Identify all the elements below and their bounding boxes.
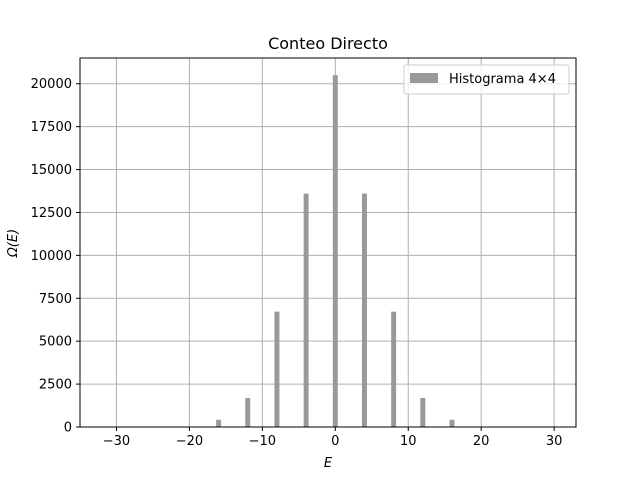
histogram-bar	[216, 419, 222, 427]
y-tick-label: 17500	[31, 120, 72, 135]
y-tick-label: 10000	[31, 249, 72, 264]
x-tick-label: −10	[249, 434, 276, 449]
x-axis: −30 −20 −10 0 10 20 30	[103, 427, 563, 449]
legend-label: Histograma 4×4	[449, 72, 556, 87]
y-tick-label: 0	[64, 421, 72, 436]
x-tick-label: 30	[546, 434, 563, 449]
x-tick-label: −20	[176, 434, 203, 449]
y-tick-label: 7500	[39, 292, 72, 307]
histogram-bar	[245, 397, 251, 427]
legend-box	[403, 64, 570, 95]
legend: Histograma 4×4	[403, 64, 570, 95]
y-axis-label: Ω(E)	[6, 229, 21, 258]
y-tick-label: 20000	[31, 77, 72, 92]
x-tick-label: −30	[103, 434, 130, 449]
histogram-bar	[391, 311, 397, 427]
histogram-bar	[449, 419, 455, 427]
chart-title: Conteo Directo	[268, 34, 388, 53]
plot-area	[80, 58, 576, 427]
x-tick-label: 0	[331, 434, 339, 449]
y-tick-label: 15000	[31, 163, 72, 178]
grid-lines	[80, 58, 576, 428]
histogram-bar	[332, 75, 338, 428]
histogram-bar	[361, 193, 367, 427]
histogram-bar	[303, 193, 309, 427]
x-tick-label: 20	[473, 434, 490, 449]
bars	[216, 75, 455, 428]
legend-swatch	[410, 73, 438, 83]
axes-frame	[79, 57, 577, 428]
histogram-bar	[274, 311, 280, 427]
x-axis-label: E	[324, 456, 333, 471]
y-axis: 0 2500 5000 7500 10000 12500 15000 17500 20000	[31, 77, 80, 436]
y-tick-label: 2500	[39, 378, 72, 393]
y-tick-label: 12500	[31, 206, 72, 221]
y-tick-label: 5000	[39, 335, 72, 350]
x-tick-label: 10	[400, 434, 417, 449]
histogram-bar	[420, 397, 426, 427]
